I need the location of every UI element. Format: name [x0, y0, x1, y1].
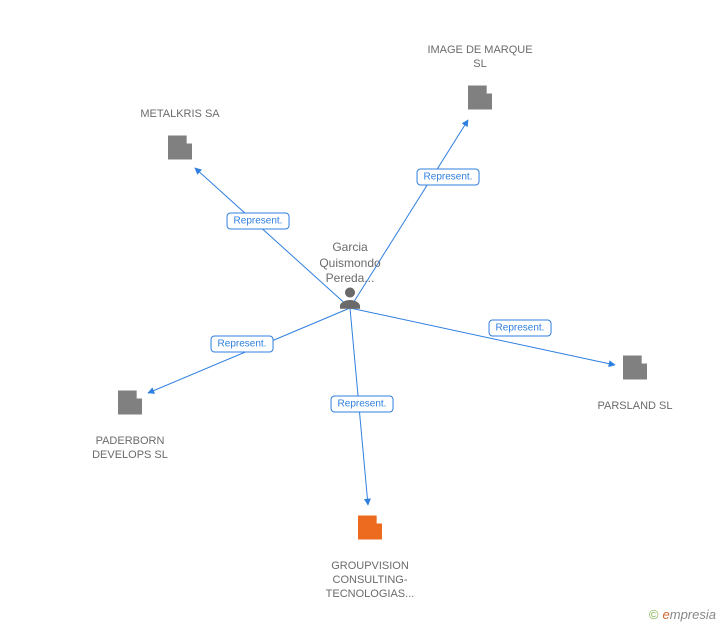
copyright-symbol: ©	[649, 607, 659, 622]
person-icon[interactable]	[335, 283, 365, 318]
watermark-brand-rest: mpresia	[670, 607, 716, 622]
edge-label-paderborn: Represent.	[211, 336, 274, 353]
building-icon[interactable]	[464, 82, 496, 119]
edge-label-image: Represent.	[417, 169, 480, 186]
edge-label-groupvision: Represent.	[331, 396, 394, 413]
building-icon[interactable]	[164, 132, 196, 169]
edge-label-parsland: Represent.	[489, 320, 552, 337]
building-icon[interactable]	[354, 512, 386, 549]
edge-image	[350, 120, 468, 308]
edge-parsland	[350, 308, 615, 365]
building-icon[interactable]	[114, 387, 146, 424]
watermark-brand-first: e	[663, 607, 670, 622]
building-icon[interactable]	[619, 352, 651, 389]
edge-metalkris	[195, 168, 350, 308]
watermark: © empresia	[649, 607, 716, 622]
edge-label-metalkris: Represent.	[227, 213, 290, 230]
